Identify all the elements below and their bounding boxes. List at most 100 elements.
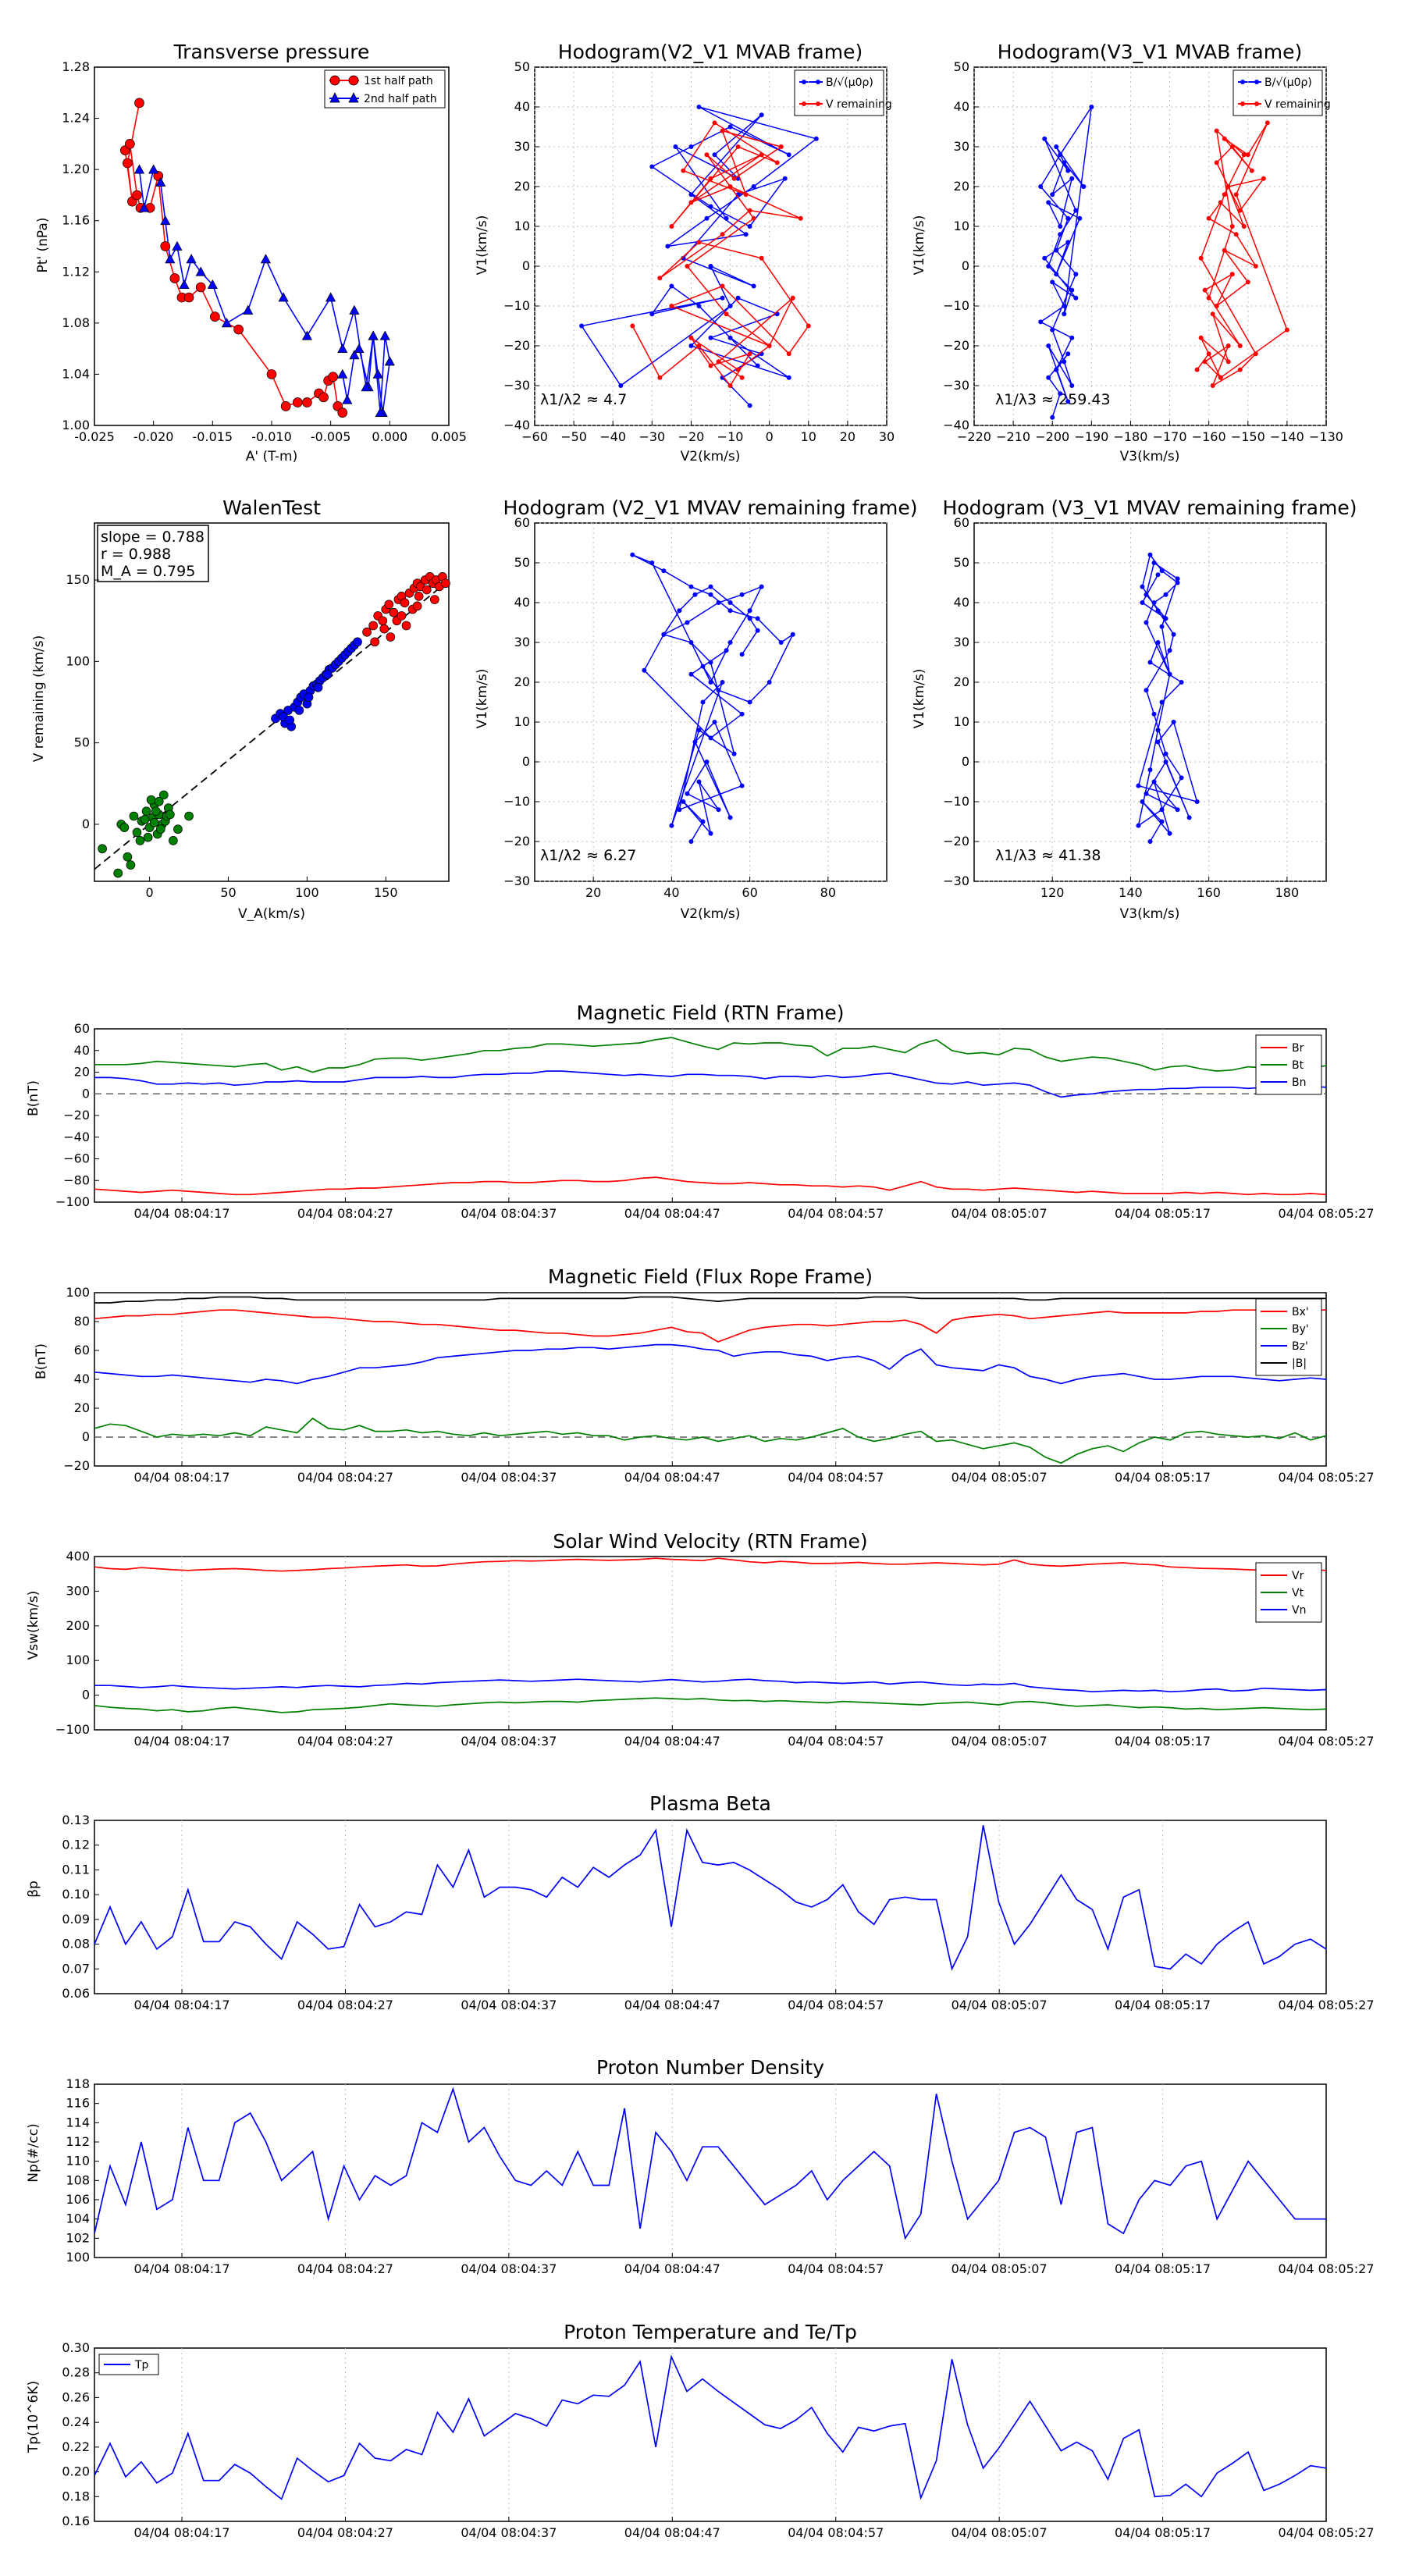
p5-series-1-point-6 <box>685 791 690 796</box>
p1-series-1-point-17 <box>280 401 291 411</box>
p4-series-3-point-21 <box>386 632 396 642</box>
p3-xtick-label-9: −130 <box>1309 429 1343 444</box>
p1-series-2-point-18 <box>260 254 272 264</box>
p5-series-1-point-7 <box>704 760 710 764</box>
p5-series-1-point-11 <box>739 783 745 788</box>
p2-series-2-point-10 <box>720 283 725 289</box>
ts4-ytick-label-2: 0.08 <box>62 1937 90 1952</box>
p5-series-1-point-34 <box>755 616 760 621</box>
p1-series-2-line <box>138 167 391 413</box>
p1-series-1-point-10 <box>169 273 180 283</box>
p3-series-2-point-15 <box>1218 200 1223 205</box>
p2-series-1-point-13 <box>720 295 725 301</box>
p2-xtick-label-8: 20 <box>840 429 855 444</box>
p5-series-1-point-50 <box>727 600 733 605</box>
p3-series-1-point-16 <box>1069 176 1075 181</box>
p2-series-2-point-20 <box>688 200 694 205</box>
p4-series-2-point-31 <box>322 670 333 679</box>
ts6-xtick-label-2: 04/04 08:04:37 <box>461 2525 557 2540</box>
p6-series-1-point-3 <box>1167 831 1172 836</box>
p6-ytick-label-2: −10 <box>943 794 969 809</box>
p1-series-2-point-17 <box>278 292 289 302</box>
p2-series-1-point-26 <box>727 124 733 130</box>
ts5-ytick-label-2: 104 <box>66 2211 90 2226</box>
ts3-xtick-label-7: 04/04 08:05:27 <box>1278 1734 1374 1749</box>
p1-xlabel: A' (T-m) <box>246 449 298 464</box>
p3-frame <box>973 66 1327 426</box>
p1-series-1-point-25 <box>337 407 348 418</box>
p1-series-2-point-13 <box>349 304 360 315</box>
p4-series-3-point-20 <box>441 578 450 589</box>
ts6-series-1-line <box>94 2354 1327 2500</box>
p1-series-2-point-2 <box>349 350 360 360</box>
p1-series-1-point-16 <box>266 369 277 379</box>
p3-series-2-point-12 <box>1253 264 1258 269</box>
p5-series-1-point-47 <box>677 608 682 614</box>
p1-xtick-label-2: -0.015 <box>193 429 233 444</box>
p2-series-2-point-14 <box>696 240 702 245</box>
p2-series-1-point-6 <box>688 343 694 348</box>
p4-series-1-point-0 <box>98 844 107 854</box>
p1-series-2-point-10 <box>375 407 386 417</box>
p3-series-2-point-31 <box>1210 383 1215 388</box>
ts5-frame <box>94 2083 1327 2258</box>
p5-series-1-point-17 <box>731 751 737 756</box>
ts2-xtick-label-6: 04/04 08:05:17 <box>1115 1470 1211 1485</box>
p4-series-1-point-22 <box>158 790 169 800</box>
ts6-ytick-label-2: 0.20 <box>62 2464 90 2479</box>
ts3-ytick-label-2: 100 <box>66 1653 90 1667</box>
p2-series-2-point-2 <box>696 343 702 348</box>
p3-series-1-point-1 <box>1058 391 1063 397</box>
p3-series-2-point-32 <box>1237 367 1243 372</box>
p2-series-1-point-21 <box>782 176 788 181</box>
p1-ytick-label-2: 1.08 <box>62 315 90 330</box>
p3-series-1-point-15 <box>1058 224 1063 229</box>
p3-series-1-point-0 <box>1050 415 1055 420</box>
ts1-xtick-label-0: 04/04 08:04:17 <box>134 1206 230 1221</box>
ts1-ytick-label-8: 60 <box>74 1021 90 1036</box>
p3-xtick-label-8: −140 <box>1270 429 1304 444</box>
p2-series-2-point-39 <box>739 375 745 380</box>
p3-series-2-point-4 <box>1225 359 1231 365</box>
ts2-xtick-label-7: 04/04 08:05:27 <box>1278 1470 1374 1485</box>
p4-title: WalenTest <box>222 496 321 519</box>
p3-series-2-point-38 <box>1229 224 1235 229</box>
ts5-xtick-label-7: 04/04 08:05:27 <box>1278 2261 1374 2276</box>
ts2-ylabel: B(nT) <box>34 1343 49 1379</box>
p2-series-2-point-38 <box>716 359 721 365</box>
p3-series-2-point-36 <box>1241 152 1247 158</box>
ts5-title: Proton Number Density <box>596 2056 824 2079</box>
p2-series-2-point-33 <box>751 215 756 221</box>
p1-series-2-point-30 <box>138 202 150 212</box>
p3-xtick-label-4: −180 <box>1113 429 1147 444</box>
ts5-xtick-label-6: 04/04 08:05:17 <box>1115 2261 1211 2276</box>
p4-series-1-point-25 <box>119 823 130 833</box>
p1-ylabel: Pt' (nPa) <box>35 218 51 273</box>
p3-title: Hodogram(V3_V1 MVAB frame) <box>998 41 1302 63</box>
p5-series-1-point-10 <box>712 720 717 724</box>
p3-series-1-point-5 <box>1069 335 1075 340</box>
p3-ytick-label-1: −30 <box>943 378 969 393</box>
p5-series-1-point-38 <box>747 699 752 705</box>
p2-series-1-point-9 <box>755 363 760 368</box>
p3-series-1-point-25 <box>1046 264 1051 269</box>
p2-series-2-point-29 <box>720 128 725 133</box>
p3-legend-label-2: V remaining <box>1264 98 1331 111</box>
p2-xtick-label-4: −20 <box>678 429 705 444</box>
p2-series-1-point-8 <box>727 335 733 340</box>
p1-xtick-label-3: -0.010 <box>251 429 292 444</box>
ts4-xtick-label-1: 04/04 08:04:27 <box>297 1998 393 2012</box>
p3-series-2-point-13 <box>1233 232 1239 237</box>
p2-legend-label-1: B/√(μ0ρ) <box>826 76 873 89</box>
p1-series-1-point-12 <box>183 292 194 303</box>
p5-series-1-point-15 <box>669 823 674 828</box>
p3-series-1-line <box>1039 106 1093 418</box>
p2-ytick-label-7: 30 <box>514 139 530 154</box>
p4-series-3-point-23 <box>401 621 411 631</box>
p4-series-1-point-15 <box>169 835 178 845</box>
p3-series-2-point-11 <box>1222 247 1227 253</box>
ts2-legend-label-2: By' <box>1292 1323 1309 1336</box>
p3-xtick-label-7: −150 <box>1231 429 1265 444</box>
p3-series-1-point-31 <box>1065 215 1071 221</box>
p5-ytick-label-0: −30 <box>503 873 530 888</box>
